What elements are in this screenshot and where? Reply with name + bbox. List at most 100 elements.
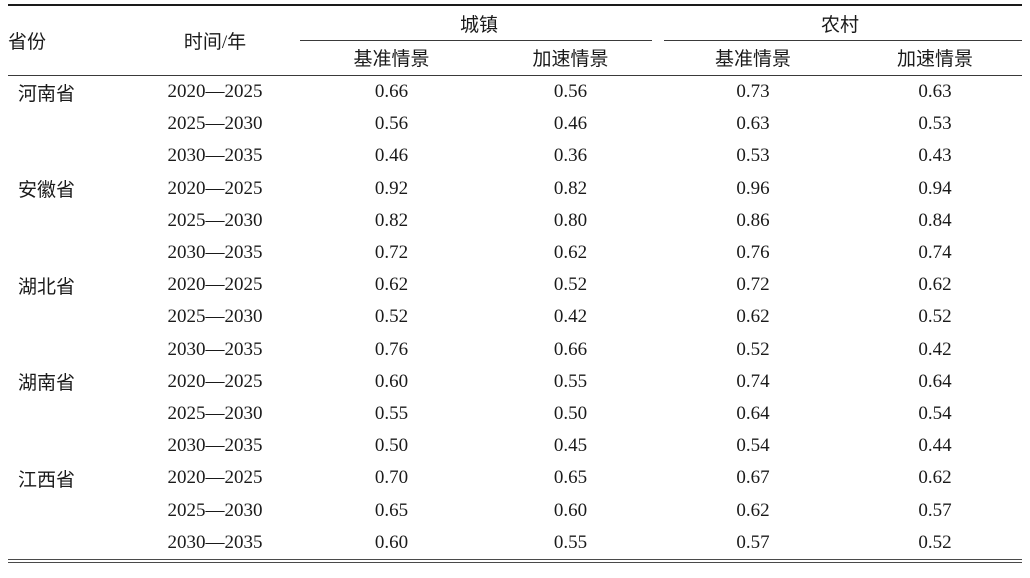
period-cell: 2020—2025 — [167, 467, 263, 489]
urban-accelerated-value: 0.55 — [553, 370, 588, 392]
rural-baseline-value: 0.62 — [736, 499, 770, 521]
period-cell: 2030—2035 — [167, 435, 263, 457]
urban-baseline-value: 0.76 — [374, 338, 409, 360]
rural-accelerated-value: 0.54 — [918, 402, 952, 424]
rural-baseline-value: 0.53 — [736, 145, 770, 167]
table-row: 2025—2030 0.82 0.80 0.86 0.84 — [8, 205, 1022, 237]
urban-accelerated-value: 0.42 — [553, 306, 588, 328]
rural-accelerated-value: 0.42 — [918, 338, 952, 360]
rural-baseline-value: 0.52 — [736, 338, 770, 360]
province-cell — [8, 301, 130, 333]
rural-accelerated-value: 0.43 — [918, 145, 952, 167]
header-row-subcolumns: 基准情景 加速情景 基准情景 加速情景 — [8, 41, 1022, 76]
table-body: 河南省 2020—2025 0.66 0.56 0.73 0.63 2025—2… — [8, 76, 1023, 561]
table-row: 2025—2030 0.55 0.50 0.64 0.54 — [8, 398, 1022, 430]
urban-baseline-value: 0.52 — [374, 306, 409, 328]
rural-baseline-value: 0.57 — [736, 531, 770, 553]
rural-baseline-value: 0.73 — [736, 81, 770, 103]
rural-accelerated-value: 0.52 — [918, 306, 952, 328]
urban-accelerated-value: 0.80 — [553, 209, 588, 231]
province-cell — [8, 108, 130, 140]
urban-accelerated-value: 0.56 — [553, 81, 588, 103]
rural-accelerated-value: 0.57 — [918, 499, 952, 521]
rural-accelerated-value: 0.64 — [918, 370, 952, 392]
header-row-groups: 省份 时间/年 城镇 农村 — [8, 5, 1023, 53]
urban-baseline-header: 基准情景 — [353, 49, 430, 71]
period-cell: 2030—2035 — [167, 145, 263, 167]
table-row: 江西省 2020—2025 0.70 0.65 0.67 0.62 — [8, 462, 1022, 494]
urban-accelerated-value: 0.66 — [553, 338, 588, 360]
province-cell — [8, 237, 130, 269]
table-row: 湖南省 2020—2025 0.60 0.55 0.74 0.64 — [8, 366, 1022, 398]
rural-accelerated-value: 0.74 — [918, 242, 952, 264]
urban-baseline-value: 0.60 — [374, 370, 409, 392]
period-cell: 2025—2030 — [167, 402, 263, 424]
rural-baseline-value: 0.72 — [736, 274, 770, 296]
period-cell: 2020—2025 — [167, 177, 263, 199]
table-row: 2030—2035 0.50 0.45 0.54 0.44 — [8, 430, 1022, 462]
rural-accelerated-value: 0.53 — [918, 113, 952, 135]
table-row: 2030—2035 0.72 0.62 0.76 0.74 — [8, 237, 1022, 269]
rural-group-header: 农村 — [658, 5, 1023, 41]
urban-accelerated-value: 0.52 — [553, 274, 588, 296]
province-cell — [8, 430, 130, 462]
rural-accelerated-value: 0.62 — [918, 467, 952, 489]
period-cell: 2025—2030 — [167, 306, 263, 328]
table-row: 河南省 2020—2025 0.66 0.56 0.73 0.63 — [8, 76, 1022, 109]
rural-baseline-header: 基准情景 — [715, 49, 792, 71]
table-wrapper: 省份 时间/年 城镇 农村 基准情景 加速情景 基准情景 加速情景 河南省 20… — [8, 4, 1023, 563]
rural-accelerated-value: 0.63 — [918, 81, 952, 103]
rural-baseline-value: 0.96 — [736, 177, 770, 199]
table-row: 2030—2035 0.76 0.66 0.52 0.42 — [8, 334, 1022, 366]
rural-baseline-value: 0.54 — [736, 435, 770, 457]
rural-accelerated-header: 加速情景 — [897, 49, 974, 71]
province-cell: 安徽省 — [18, 180, 76, 202]
period-cell: 2030—2035 — [167, 242, 263, 264]
rural-baseline-value: 0.86 — [736, 209, 770, 231]
urban-accelerated-value: 0.46 — [553, 113, 588, 135]
table-row: 2025—2030 0.56 0.46 0.63 0.53 — [8, 108, 1022, 140]
rural-baseline-value: 0.63 — [736, 113, 770, 135]
urban-baseline-value: 0.46 — [374, 145, 409, 167]
province-cell — [8, 334, 130, 366]
rural-accelerated-value: 0.44 — [918, 435, 952, 457]
table-row: 安徽省 2020—2025 0.92 0.82 0.96 0.94 — [8, 173, 1022, 205]
period-cell: 2025—2030 — [167, 113, 263, 135]
urban-baseline-value: 0.60 — [374, 531, 409, 553]
urban-accelerated-value: 0.36 — [553, 145, 588, 167]
rural-baseline-value: 0.76 — [736, 242, 770, 264]
province-cell — [8, 205, 130, 237]
urban-baseline-value: 0.62 — [374, 274, 409, 296]
province-cell — [8, 527, 130, 561]
province-cell: 河南省 — [18, 83, 76, 105]
rural-baseline-value: 0.64 — [736, 402, 770, 424]
period-cell: 2025—2030 — [167, 209, 263, 231]
rural-accelerated-value: 0.94 — [918, 177, 952, 199]
urban-accelerated-header: 加速情景 — [532, 49, 609, 71]
table-header: 省份 时间/年 城镇 农村 基准情景 加速情景 基准情景 加速情景 — [8, 5, 1023, 76]
urban-accelerated-value: 0.82 — [553, 177, 588, 199]
urban-baseline-value: 0.92 — [374, 177, 409, 199]
rural-accelerated-value: 0.62 — [918, 274, 952, 296]
period-cell: 2025—2030 — [167, 499, 263, 521]
province-cell — [8, 140, 130, 172]
table-row: 湖北省 2020—2025 0.62 0.52 0.72 0.62 — [8, 269, 1022, 301]
urban-baseline-value: 0.66 — [374, 81, 409, 103]
table-row: 2025—2030 0.52 0.42 0.62 0.52 — [8, 301, 1022, 333]
rural-accelerated-value: 0.84 — [918, 209, 952, 231]
province-cell — [8, 398, 130, 430]
rural-accelerated-value: 0.52 — [918, 531, 952, 553]
urban-baseline-value: 0.56 — [374, 113, 409, 135]
urban-accelerated-value: 0.60 — [553, 499, 588, 521]
province-cell: 湖南省 — [18, 373, 76, 395]
urban-baseline-value: 0.82 — [374, 209, 409, 231]
urban-group-header: 城镇 — [300, 5, 658, 41]
urban-accelerated-value: 0.45 — [553, 435, 588, 457]
urban-accelerated-value: 0.50 — [553, 402, 588, 424]
province-cell: 湖北省 — [18, 276, 76, 298]
scenario-table: 省份 时间/年 城镇 农村 基准情景 加速情景 基准情景 加速情景 河南省 20… — [8, 4, 1023, 563]
table-row: 2030—2035 0.60 0.55 0.57 0.52 — [8, 527, 1023, 561]
urban-baseline-value: 0.65 — [374, 499, 409, 521]
urban-baseline-value: 0.72 — [374, 242, 409, 264]
urban-accelerated-value: 0.65 — [553, 467, 588, 489]
